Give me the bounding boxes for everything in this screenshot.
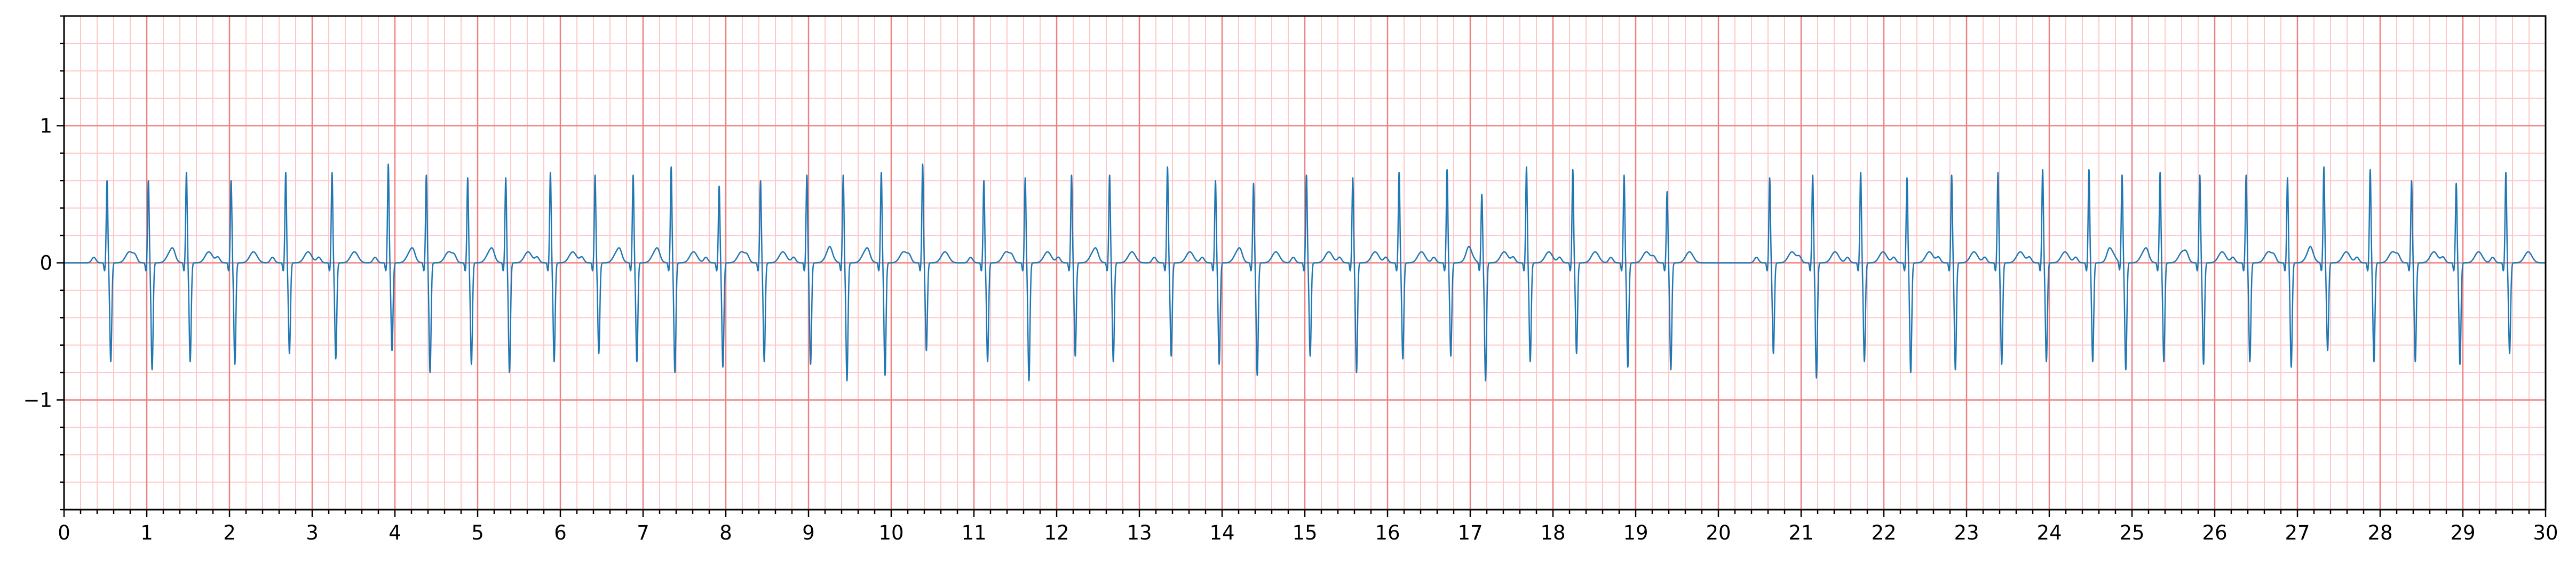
y-tick-label: 0	[39, 252, 52, 275]
x-tick-label: 8	[719, 521, 732, 544]
x-tick-label: 29	[2450, 521, 2475, 544]
x-tick-label: 2	[223, 521, 236, 544]
x-tick-label: 17	[1457, 521, 1483, 544]
x-tick-label: 25	[2119, 521, 2144, 544]
x-tick-label: 16	[1375, 521, 1400, 544]
x-tick-label: 30	[2533, 521, 2558, 544]
x-tick-label: 26	[2202, 521, 2227, 544]
x-tick-label: 15	[1292, 521, 1317, 544]
x-tick-label: 6	[554, 521, 567, 544]
x-tick-label: 27	[2285, 521, 2310, 544]
x-tick-label: 24	[2036, 521, 2062, 544]
x-tick-label: 4	[389, 521, 401, 544]
x-tick-label: 7	[637, 521, 649, 544]
x-tick-label: 28	[2367, 521, 2392, 544]
x-tick-label: 18	[1540, 521, 1565, 544]
x-tick-label: 10	[878, 521, 903, 544]
x-tick-label: 9	[802, 521, 815, 544]
y-axis: −1 0 1	[23, 15, 64, 511]
x-tick-label: 3	[306, 521, 319, 544]
x-tick-label: 20	[1706, 521, 1731, 544]
ecg-signal-line	[63, 163, 2547, 382]
x-tick-label: 5	[471, 521, 484, 544]
x-tick-label: 23	[1954, 521, 1979, 544]
x-tick-label: 19	[1623, 521, 1648, 544]
x-tick-label: 21	[1788, 521, 1813, 544]
x-tick-label: 11	[961, 521, 986, 544]
y-tick-label: −1	[23, 388, 52, 411]
ecg-signal	[63, 163, 2547, 382]
x-tick-label: 14	[1209, 521, 1234, 544]
x-tick-label: 22	[1871, 521, 1896, 544]
x-tick-label: 1	[140, 521, 153, 544]
x-tick-label: 13	[1127, 521, 1152, 544]
x-tick-label: 12	[1044, 521, 1069, 544]
x-tick-label: 0	[58, 521, 70, 544]
y-tick-label: 1	[39, 115, 52, 138]
x-axis: 0 1 2 3 4 5 6 7 8 9 10 11 12 13 14 15 16 17 18 19 20 21 22 23 24…	[58, 510, 2558, 544]
